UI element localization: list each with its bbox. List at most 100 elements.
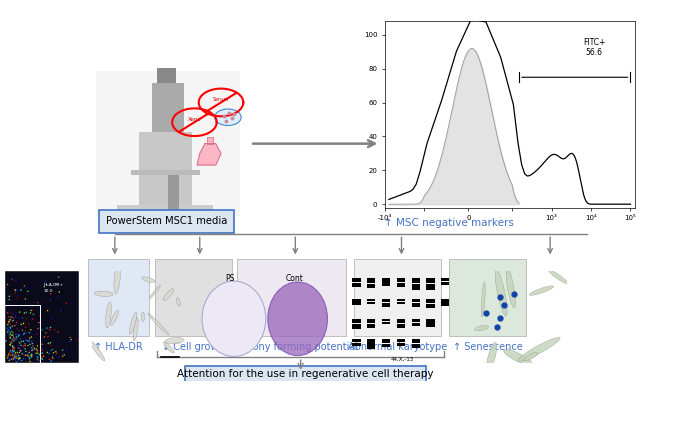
Text: PowerStem MSC1 media: PowerStem MSC1 media bbox=[105, 217, 227, 226]
Point bbox=[55, 307, 66, 314]
Point bbox=[13, 352, 24, 359]
Point bbox=[42, 349, 53, 356]
Point bbox=[21, 337, 32, 344]
Point bbox=[17, 351, 28, 357]
Point bbox=[10, 354, 21, 361]
Point bbox=[205, 339, 216, 345]
Ellipse shape bbox=[495, 270, 507, 316]
Point bbox=[8, 329, 18, 336]
FancyBboxPatch shape bbox=[158, 68, 176, 83]
Point bbox=[18, 320, 29, 327]
Polygon shape bbox=[197, 144, 221, 165]
FancyBboxPatch shape bbox=[367, 319, 375, 323]
Point bbox=[10, 353, 21, 360]
Point bbox=[7, 179, 18, 186]
Point bbox=[13, 345, 24, 351]
Point bbox=[21, 348, 32, 355]
Point bbox=[21, 315, 32, 322]
Point bbox=[19, 340, 30, 347]
Point bbox=[5, 330, 16, 337]
Point bbox=[11, 353, 22, 360]
Text: ↑ Senescence: ↑ Senescence bbox=[453, 342, 523, 352]
Point bbox=[7, 318, 18, 325]
Ellipse shape bbox=[202, 281, 266, 357]
Ellipse shape bbox=[105, 302, 112, 328]
Point bbox=[32, 350, 43, 357]
Point bbox=[8, 303, 18, 309]
Point bbox=[101, 336, 112, 342]
Point bbox=[145, 321, 155, 328]
Ellipse shape bbox=[163, 342, 174, 353]
Point bbox=[23, 248, 34, 255]
FancyBboxPatch shape bbox=[96, 71, 240, 216]
Point bbox=[18, 199, 29, 206]
FancyBboxPatch shape bbox=[441, 282, 449, 285]
Point bbox=[5, 352, 16, 359]
Point bbox=[141, 357, 152, 364]
Point bbox=[42, 333, 53, 340]
Point bbox=[6, 234, 17, 241]
Point bbox=[22, 288, 33, 295]
Point bbox=[8, 344, 19, 351]
Point bbox=[2, 325, 13, 332]
FancyBboxPatch shape bbox=[397, 302, 405, 304]
Point bbox=[4, 350, 15, 357]
Point bbox=[5, 348, 16, 354]
Point bbox=[10, 286, 21, 293]
FancyBboxPatch shape bbox=[367, 299, 375, 301]
Ellipse shape bbox=[142, 277, 155, 282]
Point bbox=[29, 345, 40, 352]
Point bbox=[35, 345, 46, 351]
Point bbox=[36, 356, 47, 363]
FancyBboxPatch shape bbox=[397, 339, 405, 342]
FancyBboxPatch shape bbox=[426, 323, 434, 327]
Point bbox=[7, 345, 18, 352]
Ellipse shape bbox=[149, 285, 160, 298]
Point bbox=[53, 328, 64, 335]
Point bbox=[98, 336, 109, 342]
Point bbox=[11, 335, 22, 342]
Point bbox=[7, 348, 18, 355]
FancyBboxPatch shape bbox=[397, 299, 405, 301]
FancyBboxPatch shape bbox=[426, 299, 434, 303]
FancyBboxPatch shape bbox=[412, 319, 420, 322]
Ellipse shape bbox=[148, 313, 169, 335]
Point bbox=[86, 348, 97, 355]
Point bbox=[10, 355, 21, 362]
FancyBboxPatch shape bbox=[352, 283, 360, 287]
Point bbox=[21, 283, 32, 290]
Point bbox=[45, 342, 56, 349]
Point bbox=[26, 344, 37, 351]
Point bbox=[105, 347, 116, 354]
Point bbox=[44, 356, 55, 363]
Point bbox=[4, 357, 15, 364]
Point bbox=[147, 348, 158, 354]
FancyBboxPatch shape bbox=[367, 324, 375, 328]
Point bbox=[4, 329, 15, 336]
Point bbox=[39, 283, 50, 290]
Point bbox=[32, 299, 43, 306]
Point bbox=[11, 287, 22, 294]
Point bbox=[77, 338, 88, 345]
Point bbox=[15, 348, 26, 355]
Point bbox=[14, 354, 25, 361]
Point bbox=[75, 354, 86, 361]
FancyBboxPatch shape bbox=[382, 319, 390, 321]
Point bbox=[8, 344, 18, 351]
Point bbox=[48, 355, 59, 362]
Point bbox=[1, 337, 12, 344]
Point bbox=[25, 358, 36, 365]
Point bbox=[33, 325, 44, 332]
FancyBboxPatch shape bbox=[382, 278, 390, 282]
Point bbox=[128, 342, 139, 349]
Point bbox=[3, 318, 14, 325]
Point bbox=[8, 317, 18, 324]
Point bbox=[27, 315, 38, 322]
Text: Xeno: Xeno bbox=[188, 117, 201, 122]
Point bbox=[37, 341, 48, 348]
Ellipse shape bbox=[114, 263, 121, 294]
Ellipse shape bbox=[548, 269, 569, 284]
Point bbox=[32, 354, 43, 360]
Point bbox=[45, 339, 56, 346]
Point bbox=[10, 287, 21, 294]
